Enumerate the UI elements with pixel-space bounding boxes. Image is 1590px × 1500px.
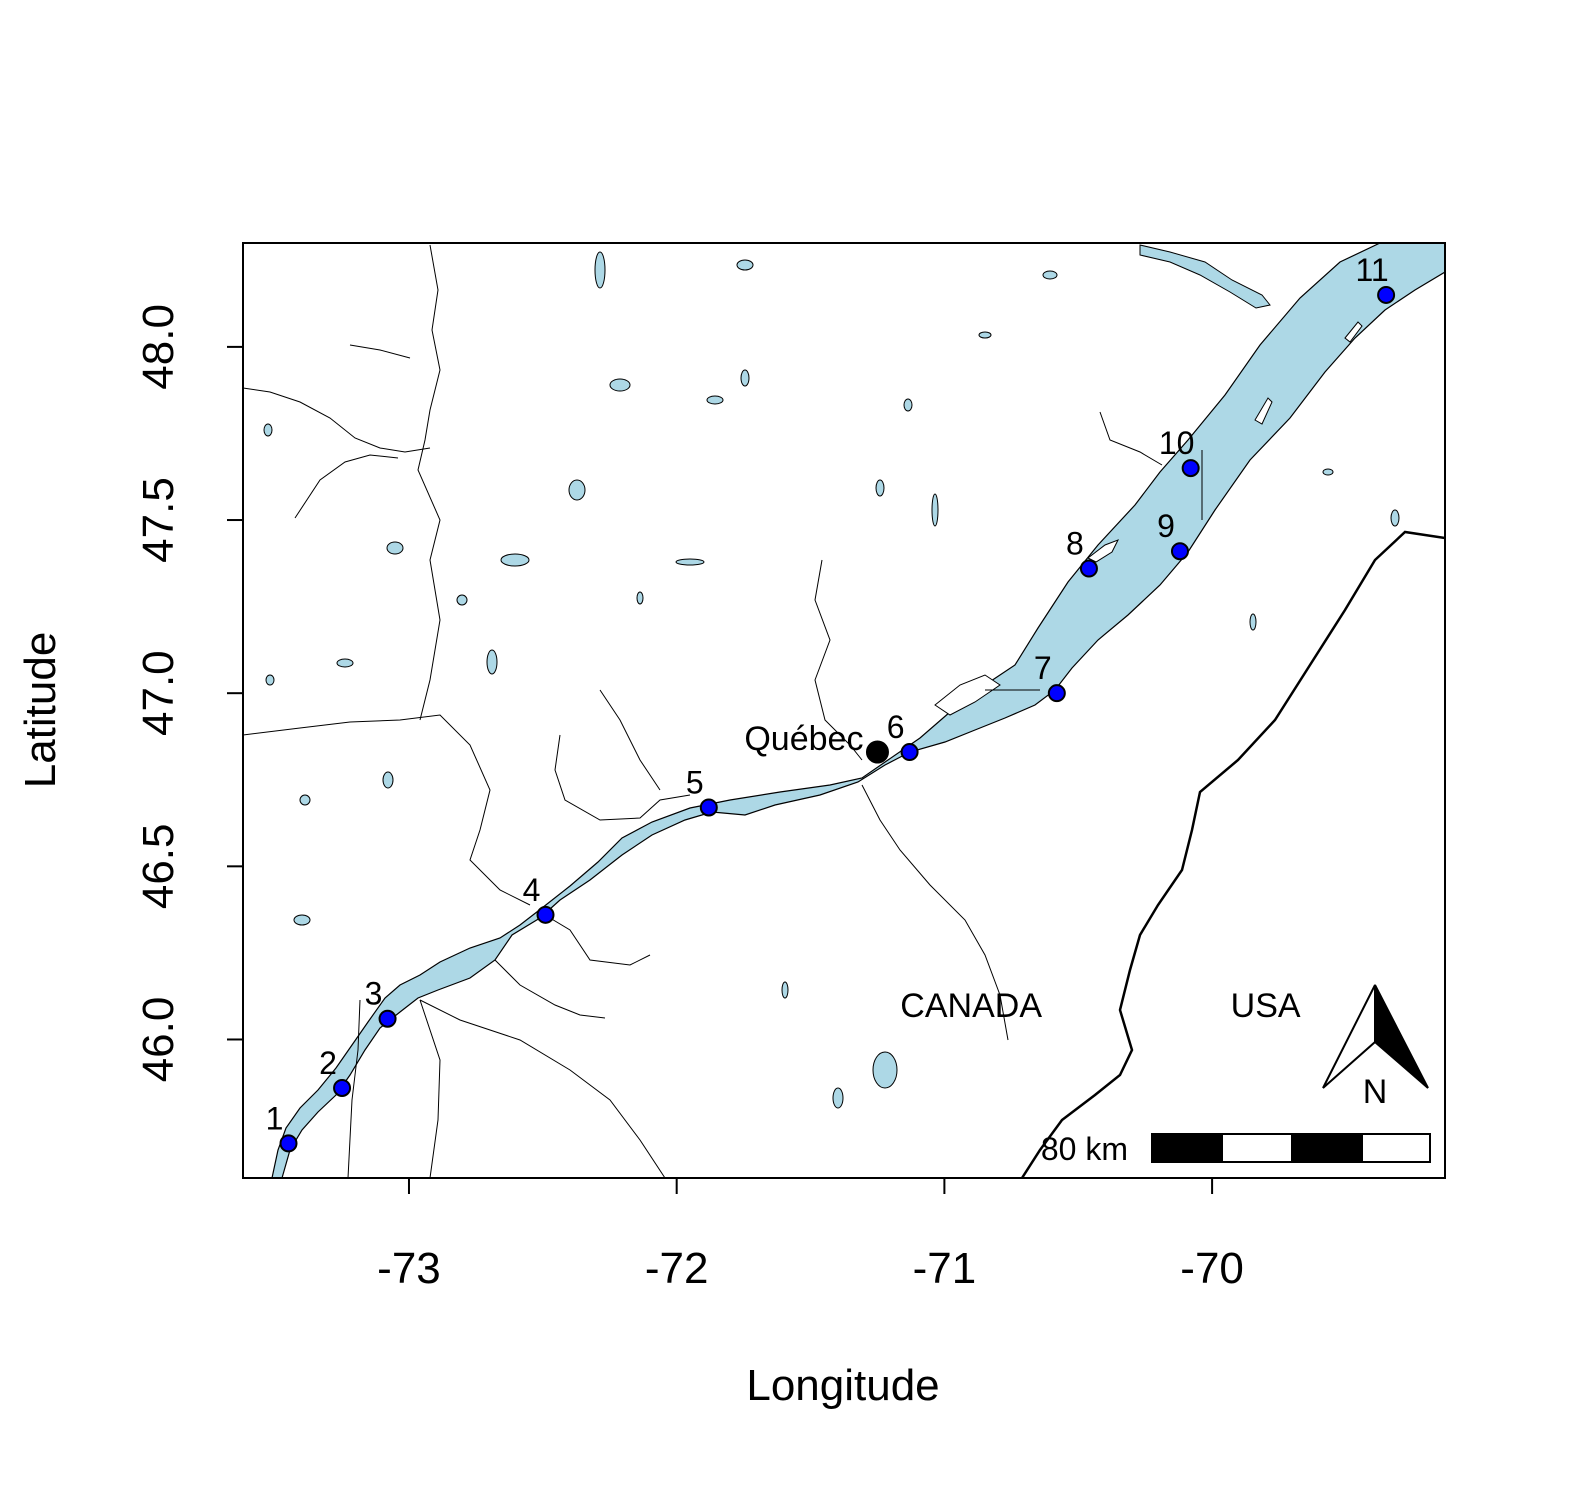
island — [934, 674, 1001, 716]
site-point — [333, 1078, 352, 1097]
site-label: 11 — [1355, 252, 1388, 288]
river — [243, 714, 531, 906]
place-labels: CANADA USA — [900, 987, 1301, 1025]
y-axis-title: Latitude — [16, 632, 65, 789]
chaudiere-river — [861, 784, 1009, 1041]
site-point — [699, 798, 718, 817]
city-marker-layer: Québec — [744, 720, 889, 764]
site-label: 10 — [1159, 425, 1195, 461]
site-point — [378, 1009, 397, 1028]
river — [417, 244, 441, 721]
site-label: 2 — [319, 1045, 337, 1081]
city-label: Québec — [744, 720, 863, 758]
site-label: 5 — [686, 764, 704, 800]
city-point — [865, 740, 889, 764]
scale-bar-segment — [1361, 1133, 1431, 1163]
river — [419, 999, 441, 1178]
river — [349, 344, 411, 359]
scale-bar-segment — [1221, 1133, 1293, 1163]
north-arrow-right-half — [1374, 984, 1429, 1089]
region-label: CANADA — [900, 987, 1042, 1025]
island — [1344, 321, 1363, 343]
site-point — [1079, 559, 1098, 578]
site-point — [536, 905, 555, 924]
site-point — [1170, 542, 1189, 561]
sites-layer: 123 4 5 6 7 8 9 10 11 — [266, 252, 1396, 1153]
site-label: 1 — [266, 1100, 284, 1136]
island — [1087, 539, 1120, 563]
site-label: 4 — [523, 872, 541, 908]
x-tick-label: -73 — [377, 1244, 441, 1293]
st-lawrence-river — [271, 243, 1445, 1178]
richelieu-river — [347, 999, 361, 1178]
site-label: 9 — [1157, 508, 1175, 544]
river — [544, 914, 651, 966]
saguenay-river — [1139, 244, 1271, 309]
region-label: USA — [1231, 987, 1301, 1025]
river — [1099, 411, 1163, 466]
plot-frame — [242, 242, 1446, 1179]
site-point — [1181, 459, 1200, 478]
canada-usa-border — [1020, 530, 1445, 1178]
river — [419, 999, 666, 1178]
scale-bar-segment — [1151, 1133, 1223, 1163]
y-tick-label: 46.5 — [134, 824, 183, 910]
north-arrow: N — [1322, 984, 1429, 1111]
site-point — [1047, 684, 1066, 703]
y-tick-label: 47.5 — [134, 477, 183, 563]
north-arrow-label: N — [1363, 1073, 1388, 1111]
island — [1254, 397, 1273, 425]
y-tick-label: 47.0 — [134, 650, 183, 736]
river — [494, 959, 606, 1019]
x-tick-label: -70 — [1180, 1244, 1244, 1293]
map-layers — [243, 243, 1445, 1178]
site-label: 6 — [887, 709, 905, 745]
x-tick-label: -71 — [913, 1244, 977, 1293]
site-label: 8 — [1066, 526, 1084, 562]
ottawa-river — [243, 387, 431, 453]
river — [814, 559, 863, 761]
scale-bar-label: 80 km — [1041, 1131, 1128, 1167]
scale-bar-segment — [1291, 1133, 1363, 1163]
x-axis: -73 -72 -71 -70 — [377, 1178, 1244, 1293]
x-axis-title: Longitude — [746, 1361, 939, 1410]
lakes — [263, 251, 1400, 1109]
st-maurice-river — [554, 734, 691, 821]
scale-bar: 80 km — [1041, 1131, 1431, 1167]
river — [294, 454, 399, 519]
site-label: 7 — [1034, 650, 1052, 686]
river — [599, 689, 661, 791]
y-tick-label: 48.0 — [134, 304, 183, 390]
y-axis: 46.0 46.5 47.0 47.5 48.0 — [134, 304, 243, 1082]
y-tick-label: 46.0 — [134, 997, 183, 1083]
site-point — [1377, 285, 1396, 304]
site-label: 3 — [365, 976, 383, 1012]
x-tick-label: -72 — [645, 1244, 709, 1293]
site-point — [279, 1134, 298, 1153]
site-point — [900, 743, 919, 762]
